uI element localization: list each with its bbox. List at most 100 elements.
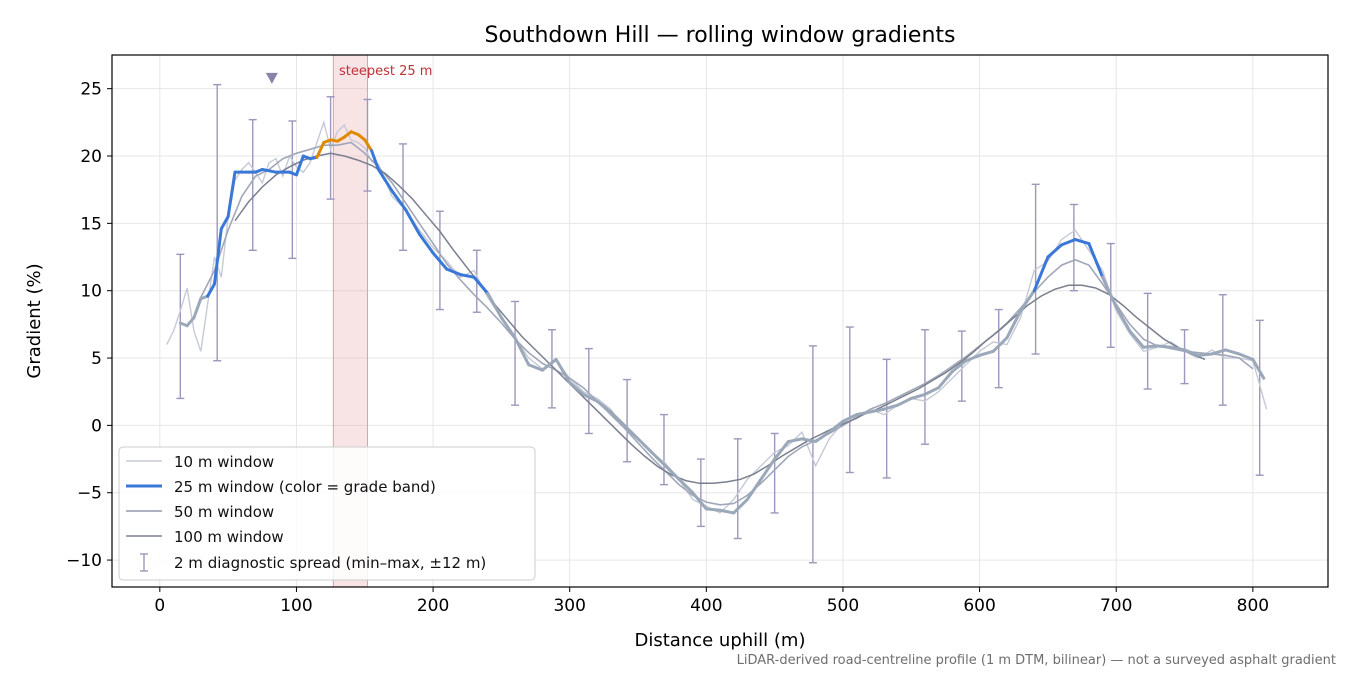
series-25m-segment	[636, 437, 654, 454]
series-25m-segment	[540, 357, 558, 372]
series-25m-segment	[1073, 238, 1091, 246]
legend: 10 m window 25 m window (color = grade b…	[118, 446, 536, 581]
series-25m-segment	[212, 227, 223, 286]
series-25m-segment	[383, 178, 394, 193]
series-25m-segment	[991, 336, 1009, 353]
series-25m-segment	[1032, 255, 1050, 293]
y-tick-label: −10	[66, 551, 102, 571]
series-25m-segment	[964, 353, 982, 363]
legend-label-100m: 100 m window	[174, 528, 284, 546]
x-tick-label: 800	[1237, 596, 1269, 616]
series-25m-segment	[445, 267, 462, 277]
axes-frame	[111, 54, 1329, 588]
series-25m-segment	[882, 403, 900, 411]
series-25m-segment	[691, 491, 708, 511]
series-25m-segment	[404, 208, 421, 236]
series-25m-segment	[868, 407, 886, 414]
y-tick-label: 25	[80, 80, 102, 100]
series-25m-segment	[704, 507, 722, 512]
x-tick-label: 100	[280, 596, 312, 616]
series-25m-segment	[527, 363, 544, 372]
series-25m-segment	[1196, 352, 1214, 357]
x-tick-label: 600	[963, 596, 995, 616]
series-25m-segment	[458, 273, 476, 279]
series-25m-segment	[1101, 275, 1118, 309]
series-25m-segment	[909, 392, 927, 400]
legend-label-25m: 25 m window (color = grade band)	[174, 478, 436, 496]
series-25m-segment	[827, 419, 845, 434]
y-tick-label: −5	[77, 484, 102, 504]
series-25m-segment	[554, 357, 572, 384]
series-25m-segment	[226, 170, 237, 219]
series-25m-segment	[1251, 357, 1266, 380]
series-25m-segment	[773, 440, 790, 461]
series-25m-segment	[1128, 329, 1146, 349]
series-25m-segment	[1060, 238, 1077, 247]
series-25m-segment	[1210, 348, 1228, 356]
series-25m-segment	[1019, 289, 1036, 313]
series-25m-segment	[732, 497, 749, 515]
y-tick-label: 0	[91, 416, 102, 436]
series-25m-segment	[800, 437, 818, 444]
x-tick-label: 500	[827, 596, 859, 616]
series-25m-segment	[390, 189, 408, 212]
series-25m-segment	[1046, 243, 1064, 259]
series-25m-segment	[370, 149, 380, 171]
series-25m-segment	[814, 430, 831, 444]
series-25m-segment	[841, 413, 859, 423]
series-25m-segment	[1005, 309, 1023, 340]
series-25m-segment	[1237, 352, 1255, 361]
series-25m-segment	[472, 275, 490, 295]
series-25m-segment	[581, 392, 599, 403]
series-25m-segment	[609, 410, 626, 427]
legend-box	[118, 446, 536, 581]
series-25m-segment	[950, 359, 968, 374]
series-25m-segment	[677, 477, 695, 495]
series-25m-segment	[294, 154, 305, 177]
legend-label-50m: 50 m window	[174, 503, 274, 521]
chart-title: Southdown Hill — rolling window gradient…	[484, 23, 955, 48]
series-25m-segment	[486, 291, 503, 320]
x-tick-label: 700	[1100, 596, 1132, 616]
y-axis-label: Gradient (%)	[24, 263, 45, 378]
series-25m-segment	[1155, 344, 1173, 349]
series-25m-segment	[1142, 344, 1159, 349]
series-25m-segment	[718, 508, 736, 515]
series-25m-segment	[663, 464, 681, 481]
series-25m-segment	[1087, 242, 1105, 279]
x-tick-label: 200	[417, 596, 449, 616]
series-25m-segment	[1114, 305, 1132, 333]
series-25m-segment	[219, 215, 230, 231]
footnote: LiDAR-derived road-centreline profile (1…	[737, 653, 1336, 668]
series-25m-segment	[1169, 345, 1187, 352]
series-25m-segment	[206, 282, 216, 298]
legend-label-spread: 2 m diagnostic spread (min–max, ±12 m)	[174, 554, 486, 572]
x-tick-label: 0	[154, 596, 165, 616]
x-tick-label: 400	[690, 596, 722, 616]
series-10m-line	[166, 119, 1268, 514]
series-25m-segment	[417, 232, 435, 255]
series-25m-segment	[376, 167, 387, 182]
series-25m-segment	[786, 437, 804, 444]
legend-label-10m: 10 m window	[174, 453, 274, 471]
x-axis-label: Distance uphill (m)	[635, 630, 806, 651]
y-tick-label: 10	[80, 282, 102, 302]
series-25m-segment	[978, 349, 995, 357]
steepest-label: steepest 25 m	[339, 64, 432, 79]
series-25m-segment	[650, 450, 667, 468]
series-25m-segment	[759, 457, 777, 481]
y-tick-label: 15	[80, 214, 102, 234]
series-25m-segment	[923, 386, 941, 396]
series-25m-segment	[855, 410, 872, 417]
y-tick-label: 5	[91, 349, 102, 369]
y-tick-label: 20	[80, 147, 102, 167]
peak-marker	[265, 72, 278, 84]
series-25m-segment	[192, 297, 203, 320]
series-25m-segment	[315, 141, 326, 159]
series-25m-segment	[431, 251, 449, 271]
x-tick-label: 300	[553, 596, 585, 616]
series-25m-segment	[745, 477, 763, 501]
series-25m-segment	[185, 316, 196, 328]
series-25m-segment	[1183, 348, 1200, 357]
